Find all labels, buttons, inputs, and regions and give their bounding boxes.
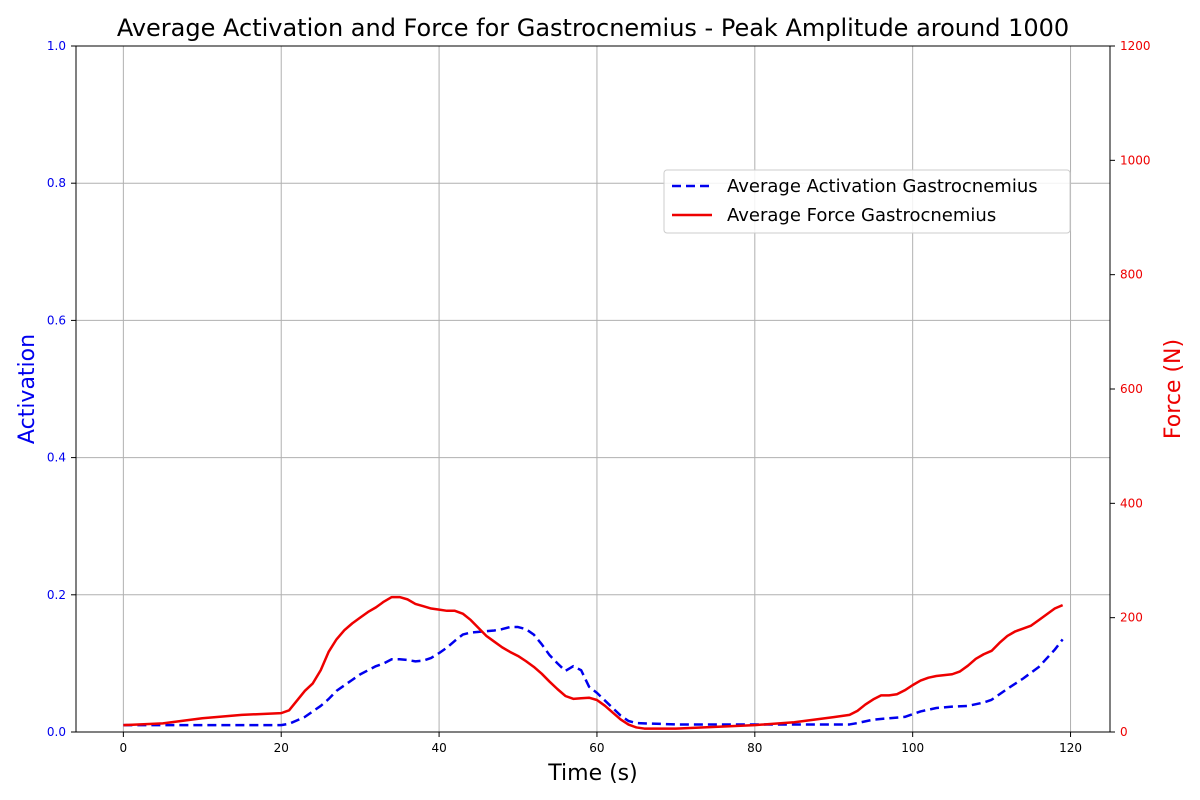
chart-title: Average Activation and Force for Gastroc… (117, 14, 1069, 42)
y-right-tick-label: 0 (1120, 725, 1128, 739)
y-left-tick-label: 1.0 (47, 39, 66, 53)
legend-label-activation: Average Activation Gastrocnemius (727, 176, 1038, 197)
legend: Average Activation Gastrocnemius Average… (663, 169, 1071, 234)
x-tick-label: 0 (120, 741, 128, 755)
x-axis-label: Time (s) (547, 761, 637, 786)
y-left-tick-label: 0.0 (47, 725, 66, 739)
series-line-activation (123, 625, 1064, 727)
y-right-tick-label: 600 (1120, 382, 1143, 396)
y-axis-label-left: Activation (15, 334, 40, 444)
series-lines (123, 595, 1064, 730)
legend-box (663, 169, 1071, 234)
y-axis-label-right: Force (N) (1161, 339, 1186, 439)
x-tick-label: 20 (274, 741, 289, 755)
y-right-tick-label: 400 (1120, 496, 1143, 510)
y-right-tick-label: 1000 (1120, 153, 1151, 167)
x-tick-label: 40 (431, 741, 446, 755)
y-left-tick-label: 0.8 (47, 176, 66, 190)
y-right-tick-label: 200 (1120, 611, 1143, 625)
series-line-force (123, 595, 1064, 730)
x-tick-label: 60 (589, 741, 604, 755)
x-tick-label: 80 (747, 741, 762, 755)
y-right-tick-label: 1200 (1120, 39, 1151, 53)
x-tick-label: 100 (901, 741, 924, 755)
x-tick-label: 120 (1059, 741, 1082, 755)
y-left-tick-label: 0.4 (47, 451, 66, 465)
y-left-tick-label: 0.6 (47, 313, 66, 327)
y-left-tick-label: 0.2 (47, 588, 66, 602)
legend-label-force: Average Force Gastrocnemius (727, 205, 996, 226)
axis-ticks: 0 20 40 60 80 100 120 0.0 0.2 0.4 0.6 0.8 1.0 0 200 400… (47, 39, 1151, 755)
y-right-tick-label: 800 (1120, 268, 1143, 282)
